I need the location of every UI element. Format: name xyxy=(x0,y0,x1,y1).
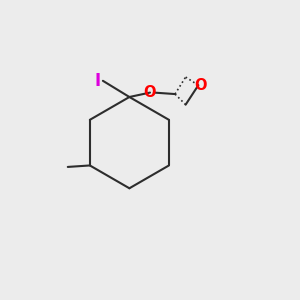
Text: O: O xyxy=(144,85,156,100)
Text: I: I xyxy=(94,72,101,90)
Text: O: O xyxy=(194,78,207,93)
